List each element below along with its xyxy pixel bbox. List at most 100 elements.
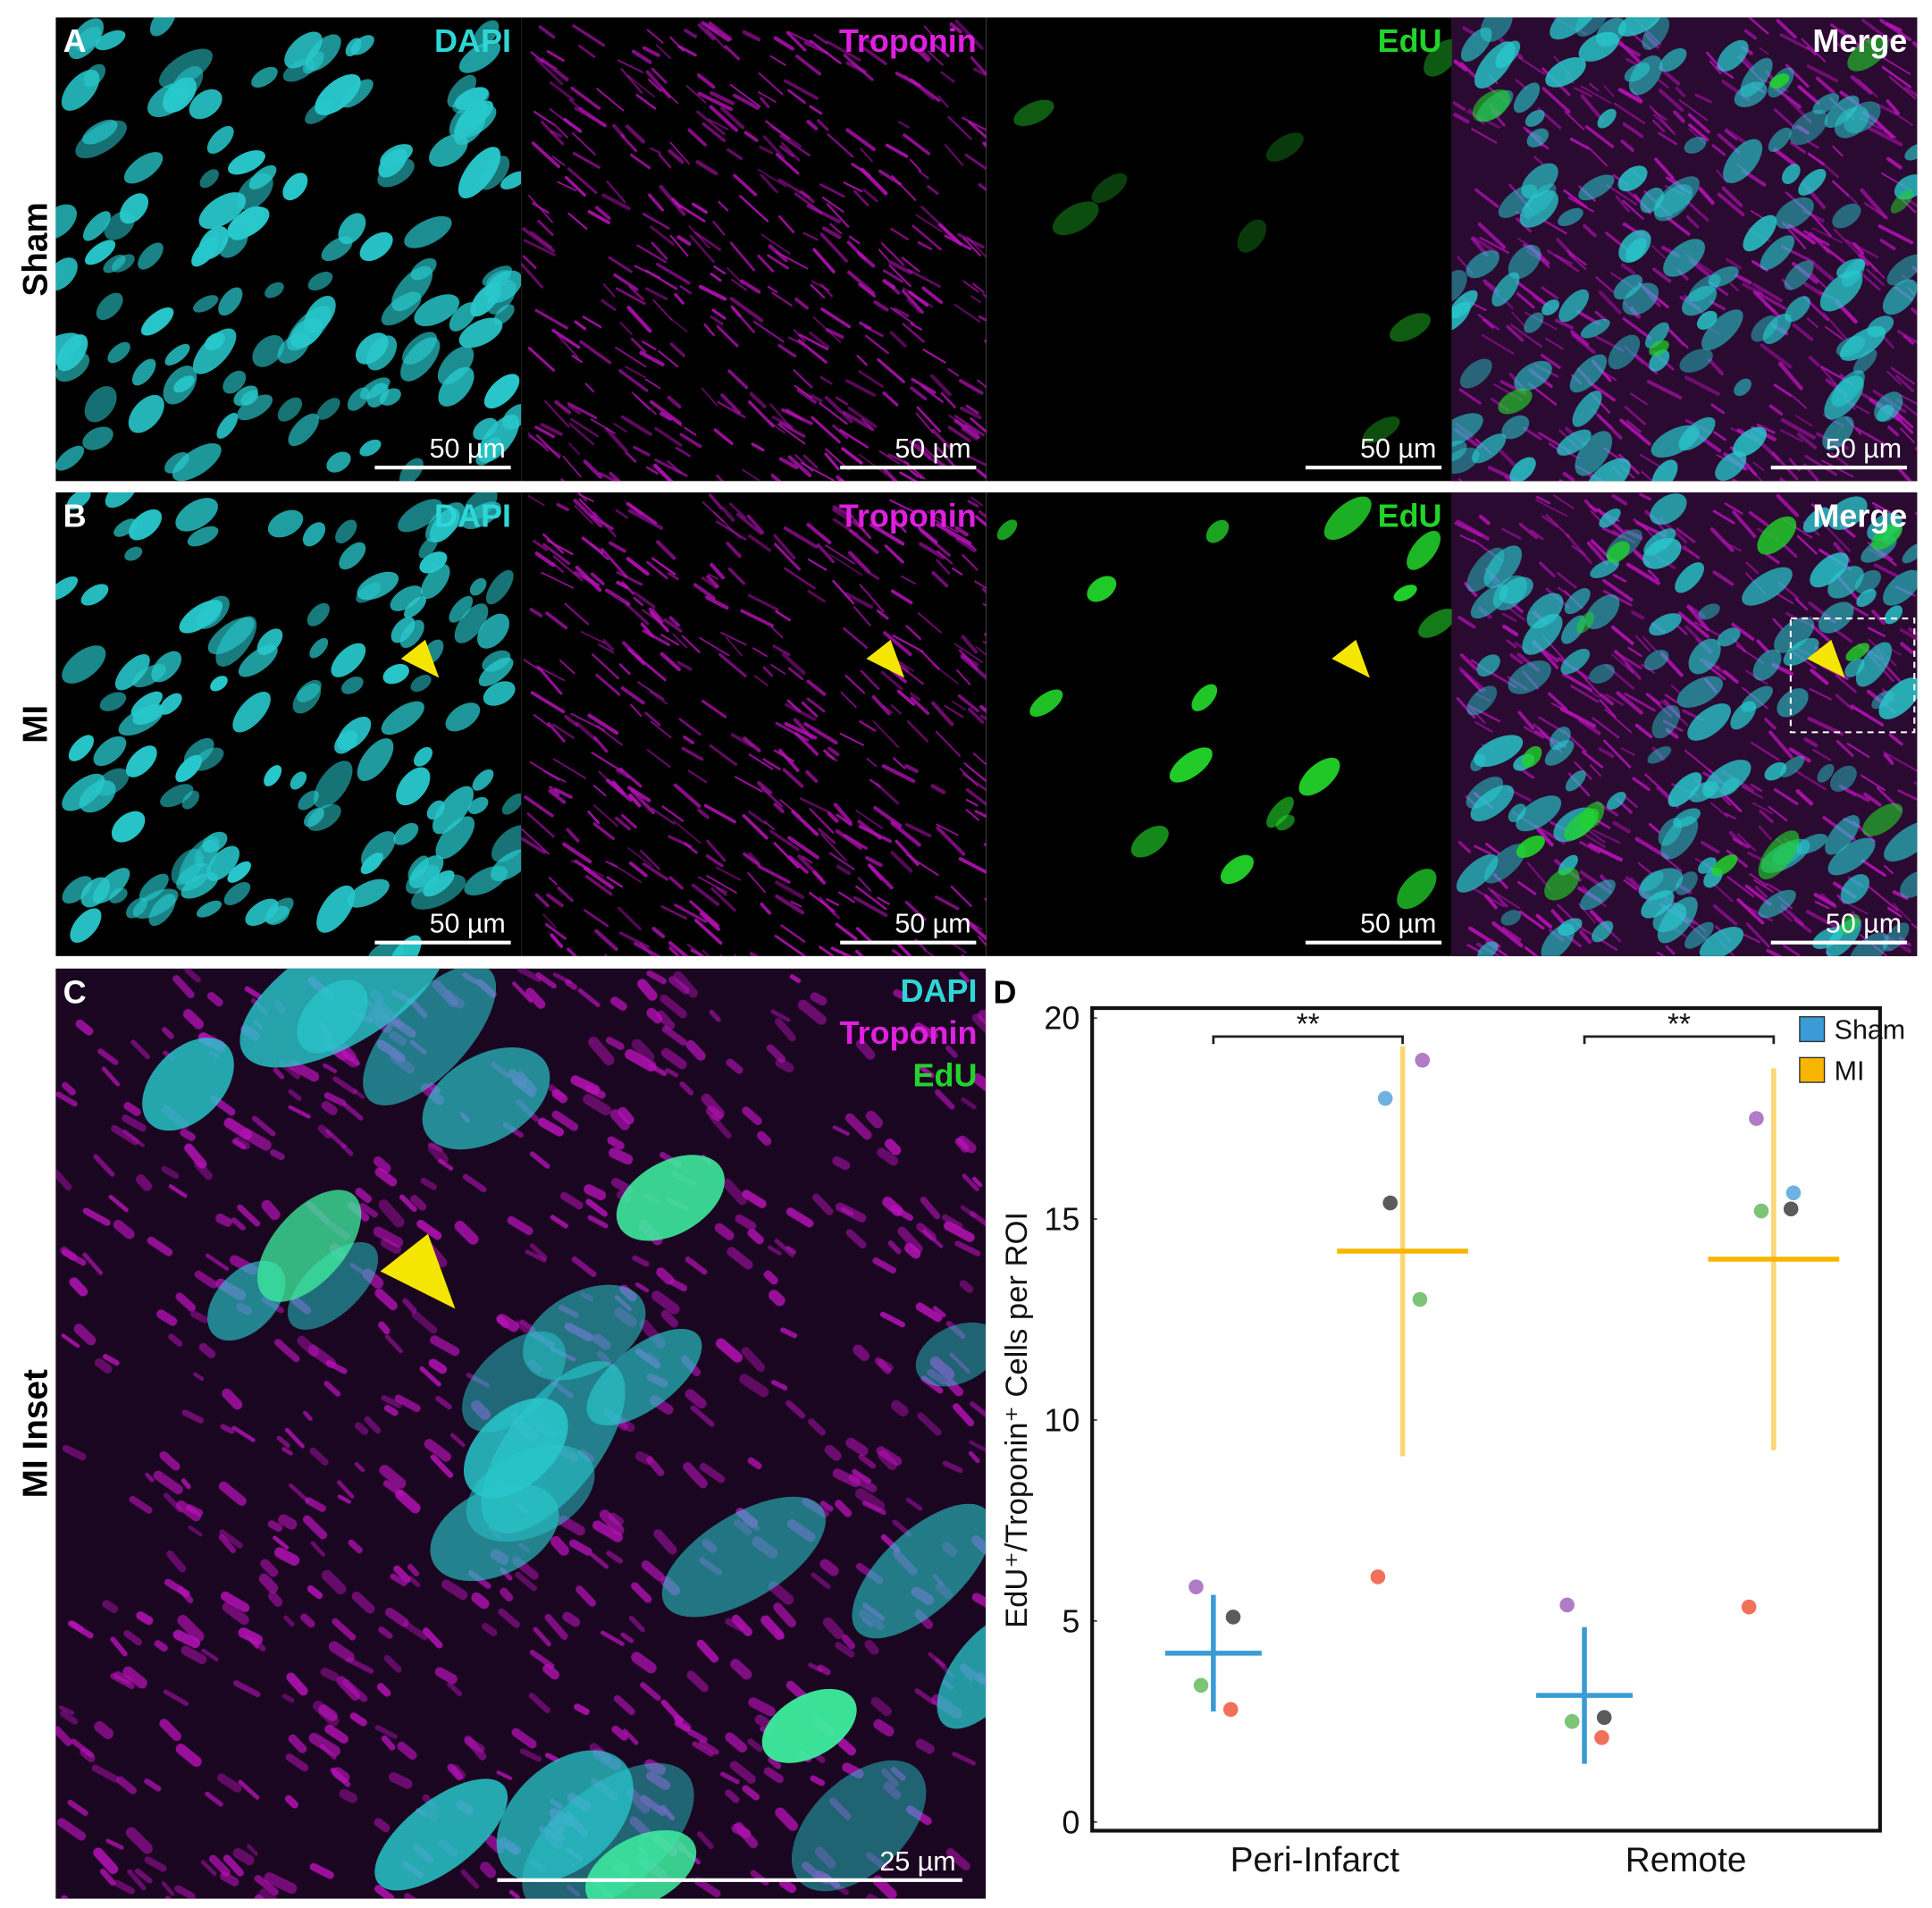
fiber — [866, 1894, 881, 1899]
nucleus — [357, 738, 394, 781]
fiber — [1663, 699, 1681, 718]
fiber — [1474, 693, 1491, 702]
fiber — [244, 986, 263, 1000]
fiber — [1601, 526, 1623, 539]
fiber — [268, 1591, 283, 1607]
fiber — [260, 1559, 279, 1577]
fiber — [1834, 628, 1853, 643]
fiber — [273, 1067, 285, 1080]
fiber — [918, 526, 938, 544]
nucleus — [1743, 214, 1777, 252]
nucleus — [447, 74, 476, 108]
fiber — [727, 1247, 753, 1270]
fiber — [923, 25, 933, 36]
fiber — [787, 88, 806, 105]
fiber — [617, 906, 642, 931]
nucleus — [1717, 627, 1741, 647]
fiber — [763, 1767, 785, 1784]
nucleus — [1525, 109, 1545, 127]
fiber — [964, 153, 987, 171]
fiber — [127, 1869, 147, 1891]
fiber — [838, 891, 855, 904]
fiber — [974, 580, 987, 590]
fiber — [806, 523, 832, 545]
fiber — [787, 455, 812, 478]
nucleus — [791, 1760, 927, 1892]
fiber — [220, 1424, 235, 1434]
nucleus — [1516, 795, 1562, 832]
fiber — [332, 1618, 357, 1641]
fiber — [515, 1571, 538, 1592]
fiber — [193, 1159, 214, 1181]
nucleus — [1667, 772, 1702, 807]
fiber — [567, 1885, 581, 1897]
fiber — [1806, 140, 1820, 149]
nucleus — [111, 254, 135, 273]
fiber — [708, 118, 729, 130]
fiber — [1595, 276, 1615, 293]
fiber — [845, 1437, 869, 1457]
fiber — [519, 1748, 542, 1762]
image-background — [521, 17, 987, 482]
fiber — [1664, 857, 1683, 872]
fiber — [558, 1516, 585, 1536]
fiber — [735, 513, 763, 535]
inset-box — [1789, 618, 1916, 734]
fiber — [144, 1778, 162, 1792]
fiber — [920, 1375, 944, 1394]
nucleus — [1870, 523, 1903, 551]
fiber — [218, 1534, 237, 1554]
fiber — [534, 893, 550, 908]
fiber — [890, 589, 913, 605]
fiber — [1807, 152, 1825, 166]
fiber — [500, 1587, 514, 1602]
nucleus — [66, 492, 91, 510]
fiber — [288, 1734, 307, 1753]
fiber — [660, 634, 680, 646]
fiber — [945, 1045, 958, 1058]
channel-label: Troponin — [840, 1014, 978, 1051]
fiber — [270, 1148, 285, 1161]
nucleus — [1832, 203, 1861, 229]
fiber — [890, 1399, 909, 1417]
fiber — [945, 1847, 970, 1871]
fiber — [860, 36, 878, 47]
nucleus — [1624, 63, 1651, 82]
fiber — [168, 1333, 183, 1347]
nucleus — [1480, 17, 1513, 42]
nucleus — [125, 745, 157, 777]
fiber — [552, 555, 584, 582]
fiber — [757, 255, 775, 273]
fiber — [953, 418, 980, 440]
fiber — [816, 543, 836, 564]
fiber — [1676, 527, 1696, 543]
nucleus — [128, 394, 164, 433]
nucleus — [140, 307, 174, 336]
fiber — [911, 224, 942, 251]
fiber — [693, 919, 723, 945]
fiber — [73, 1324, 97, 1346]
significance-bracket — [1583, 1035, 1776, 1045]
fiber — [1552, 494, 1575, 509]
fiber — [1541, 515, 1558, 528]
fiber — [841, 447, 863, 465]
fiber — [652, 298, 673, 321]
fiber — [566, 828, 580, 843]
nucleus — [1498, 388, 1533, 415]
nucleus — [316, 398, 340, 420]
fiber — [880, 242, 905, 266]
nucleus — [84, 386, 117, 423]
fiber — [806, 679, 827, 696]
fiber — [903, 460, 926, 480]
fiber — [102, 1600, 119, 1614]
fiber — [909, 692, 921, 702]
fiber — [822, 1617, 844, 1639]
fiber — [656, 1010, 676, 1030]
nucleus — [256, 628, 283, 656]
fiber — [511, 1727, 537, 1749]
fiber — [824, 395, 853, 424]
fiber — [1664, 693, 1678, 704]
nucleus — [1840, 874, 1869, 904]
nucleus — [1451, 447, 1480, 475]
fiber — [918, 170, 929, 180]
